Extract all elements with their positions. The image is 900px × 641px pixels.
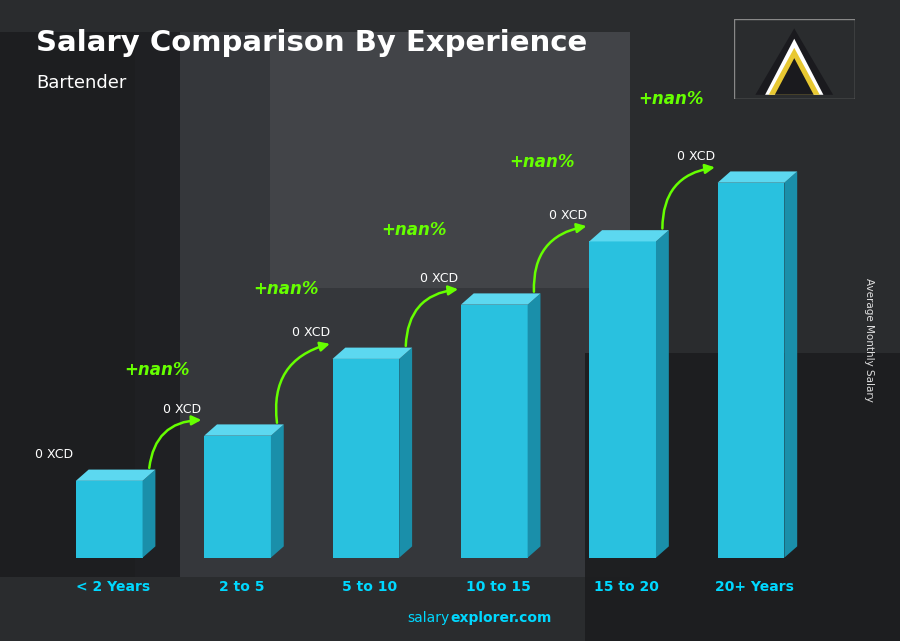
Text: salary: salary [408,611,450,625]
Text: +nan%: +nan% [382,221,446,239]
Polygon shape [590,242,656,558]
Text: 15 to 20: 15 to 20 [594,580,659,594]
Polygon shape [785,171,797,558]
Text: Bartender: Bartender [36,74,126,92]
Text: 5 to 10: 5 to 10 [342,580,397,594]
Polygon shape [461,294,541,304]
Text: 0 XCD: 0 XCD [420,272,458,285]
Polygon shape [332,359,400,558]
Text: +nan%: +nan% [509,153,575,171]
Polygon shape [204,424,284,436]
Polygon shape [769,48,820,95]
Text: 2 to 5: 2 to 5 [219,580,264,594]
Polygon shape [76,470,156,481]
Polygon shape [400,347,412,558]
Polygon shape [765,38,824,95]
Text: +nan%: +nan% [638,90,704,108]
Text: explorer.com: explorer.com [450,611,552,625]
Text: 0 XCD: 0 XCD [677,150,715,163]
Polygon shape [204,436,271,558]
Bar [0,32,180,577]
Text: 20+ Years: 20+ Years [716,580,795,594]
Polygon shape [332,347,412,359]
Text: 0 XCD: 0 XCD [164,403,202,416]
Polygon shape [527,294,541,558]
Text: 0 XCD: 0 XCD [292,326,330,340]
Text: Salary Comparison By Experience: Salary Comparison By Experience [36,29,587,57]
Polygon shape [775,58,814,95]
Polygon shape [755,28,833,95]
Polygon shape [142,470,156,558]
Text: +nan%: +nan% [124,362,190,379]
Text: 0 XCD: 0 XCD [549,209,587,222]
Bar [135,32,630,577]
Polygon shape [717,183,785,558]
Polygon shape [271,424,284,558]
Polygon shape [717,171,797,183]
Text: < 2 Years: < 2 Years [76,580,150,594]
Text: 10 to 15: 10 to 15 [465,580,531,594]
Polygon shape [590,230,669,242]
Polygon shape [656,230,669,558]
Text: +nan%: +nan% [253,280,319,298]
Bar [585,353,900,641]
Text: 0 XCD: 0 XCD [35,449,73,462]
Text: Average Monthly Salary: Average Monthly Salary [863,278,874,402]
Bar [270,32,630,288]
Polygon shape [76,481,142,558]
Polygon shape [461,304,527,558]
